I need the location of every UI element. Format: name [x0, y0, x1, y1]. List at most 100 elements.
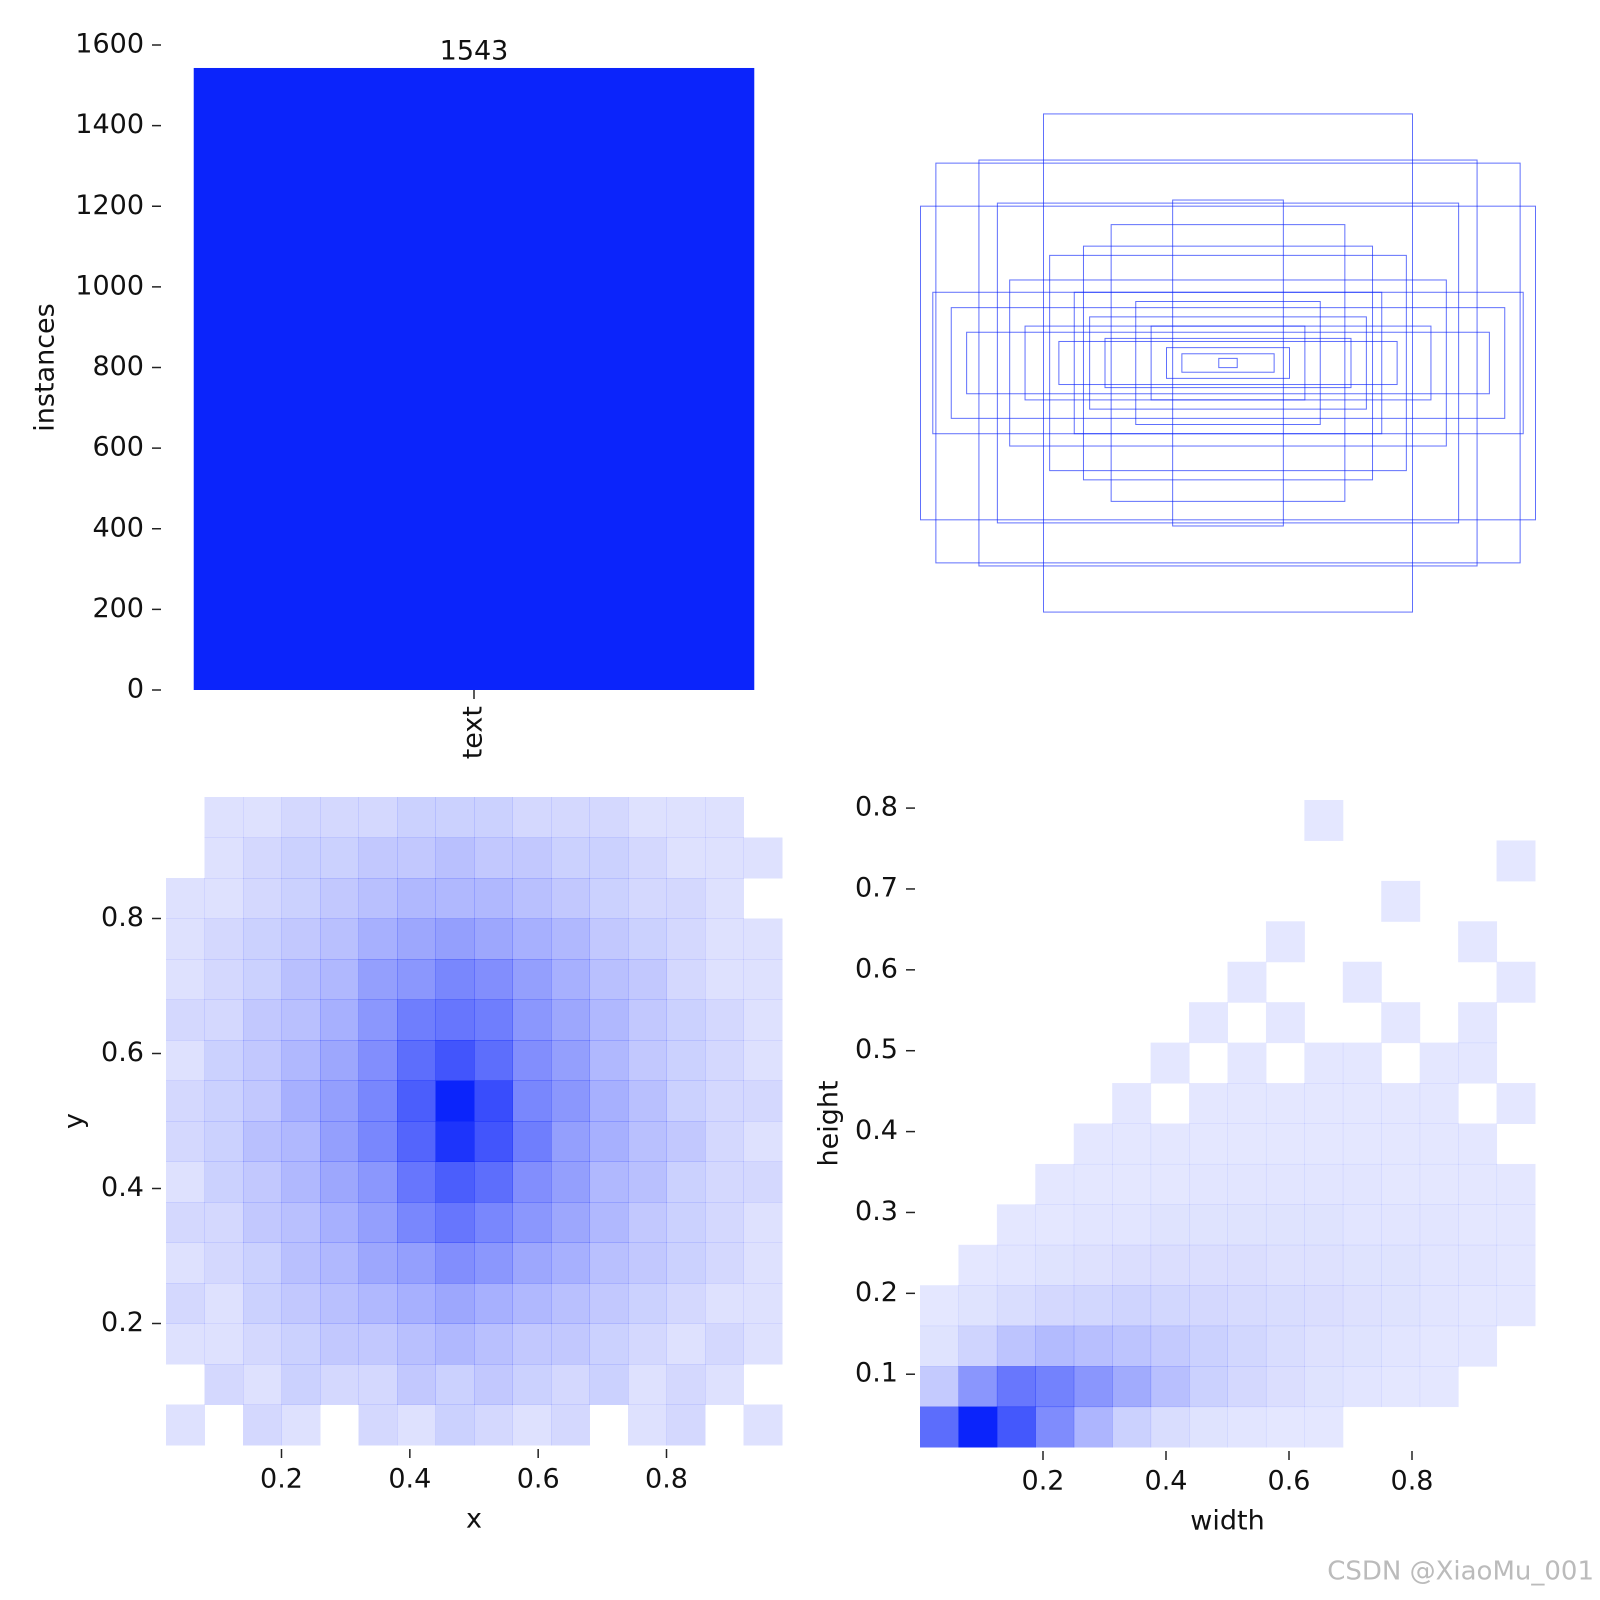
hist-cell [1458, 921, 1498, 963]
hist-cell [1343, 800, 1382, 841]
hist-cell [397, 1323, 436, 1365]
hist-cell [1035, 1325, 1075, 1367]
hist-cell [1497, 881, 1536, 922]
hist-cell [358, 1323, 398, 1365]
hist-cell [512, 1242, 552, 1284]
hist-cell [320, 878, 359, 919]
hist-cell [920, 1406, 959, 1448]
hist-cell [435, 999, 475, 1041]
hist-cell [435, 878, 475, 919]
watermark: CSDN @XiaoMu_001 [1327, 1557, 1594, 1587]
hist-cell [666, 1040, 706, 1081]
hist-cell [1266, 962, 1305, 1003]
hist-cell [1112, 1366, 1152, 1408]
box-outline [950, 307, 1506, 419]
x-tick-label: 0.8 [645, 1464, 688, 1495]
hist-cell [996, 1285, 1036, 1327]
hist-cell [743, 1080, 783, 1122]
hist-cell [997, 962, 1036, 1003]
hist-cell [551, 959, 590, 1000]
hist-cell [997, 1083, 1036, 1124]
hist-cell [397, 1040, 436, 1081]
hist-cell [1304, 1042, 1344, 1084]
hist-cell [920, 840, 959, 881]
hist-cell [958, 1285, 998, 1327]
hist-cell [589, 918, 629, 960]
hist-cell [1227, 1083, 1267, 1124]
hist-cell [1151, 962, 1190, 1003]
hist-cell [1074, 800, 1113, 841]
hist-cell [1381, 921, 1420, 962]
hist-cell [512, 918, 552, 960]
hist-cell [1304, 1285, 1344, 1327]
hist-cell [358, 1040, 398, 1081]
hist-cell [743, 1242, 783, 1284]
hist-cell [1496, 1083, 1536, 1124]
hist-cell [166, 1040, 205, 1081]
x-tick-label: 0.2 [1022, 1466, 1065, 1497]
hist-cell [1035, 962, 1074, 1003]
hist-cell [1458, 1285, 1498, 1327]
hist-cell [1497, 1124, 1536, 1165]
hist-cell [1035, 1083, 1074, 1124]
hist-cell [166, 1323, 205, 1365]
hist-cell [1304, 1163, 1344, 1205]
hist-cell [1304, 800, 1344, 841]
hist-cell [1458, 1244, 1498, 1286]
hist-cell [1497, 1366, 1536, 1407]
hist-cell [589, 797, 629, 838]
hist-cell [958, 1002, 997, 1043]
hist-cell [1035, 840, 1074, 881]
hist-cell [1227, 1325, 1267, 1367]
hist-cell [997, 921, 1036, 962]
hist-cell [1304, 881, 1343, 922]
hist-cell [204, 1242, 244, 1284]
hist-cell [1073, 1406, 1113, 1448]
hist-cell [743, 837, 783, 879]
hist-cell [1304, 962, 1343, 1003]
hist-cell [1419, 1366, 1459, 1408]
y-tick-label: 800 [92, 351, 144, 382]
hist-cell [1342, 1204, 1382, 1246]
hist-cell [1343, 881, 1382, 922]
hist-cell [958, 921, 997, 962]
hist-cell [1458, 1366, 1497, 1407]
hist-cell [1381, 800, 1420, 841]
hist-cell [166, 878, 205, 919]
hist-cell [1265, 1123, 1305, 1165]
y-tick-label: 0.5 [855, 1034, 898, 1065]
hist-cell [666, 918, 706, 960]
hist-cell [243, 1404, 282, 1446]
y-tick-label: 1000 [75, 270, 144, 301]
hist-cell [1227, 1406, 1267, 1448]
hist-cell [743, 1283, 783, 1324]
hist-cell [1035, 921, 1074, 962]
hist-cell [997, 840, 1036, 881]
hist-cell [1342, 961, 1382, 1003]
y-tick-label: 0 [127, 674, 144, 705]
hist-cell [204, 1161, 244, 1203]
hist-cell [243, 918, 282, 960]
hist-cell [243, 797, 282, 838]
hist-cell [589, 959, 629, 1000]
hist-cell [1035, 800, 1074, 841]
hist-cell [1189, 962, 1228, 1003]
hist-cell [320, 1283, 359, 1324]
hist-cell [1074, 921, 1113, 962]
hist-cell [1381, 1163, 1421, 1205]
hist-cell [512, 999, 552, 1041]
box-outline [1172, 199, 1284, 527]
hist-cell [1151, 840, 1190, 881]
hist-cell [397, 1404, 436, 1446]
hist-cell [435, 1404, 475, 1446]
hist-cell [666, 999, 706, 1041]
box-outline [1073, 291, 1383, 435]
hist-cell [996, 1366, 1036, 1408]
hist-cell [243, 1040, 282, 1081]
hist-cell [166, 1202, 205, 1243]
hist-cell [743, 1323, 783, 1365]
hist-cell [204, 1080, 244, 1122]
hist-cell [920, 800, 959, 841]
hist-cell [205, 1405, 244, 1446]
hist-cell [1227, 1204, 1267, 1246]
